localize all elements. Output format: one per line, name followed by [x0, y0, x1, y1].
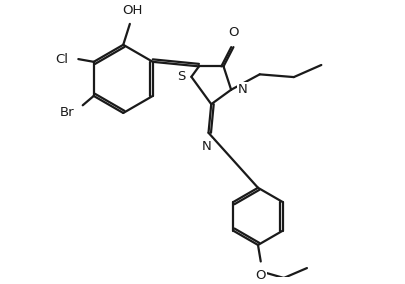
Text: N: N — [237, 83, 247, 96]
Text: N: N — [201, 141, 211, 153]
Text: OH: OH — [122, 4, 143, 17]
Text: O: O — [255, 269, 265, 282]
Text: S: S — [177, 70, 185, 83]
Text: O: O — [228, 26, 238, 39]
Text: Cl: Cl — [55, 53, 68, 66]
Text: Br: Br — [59, 106, 74, 119]
